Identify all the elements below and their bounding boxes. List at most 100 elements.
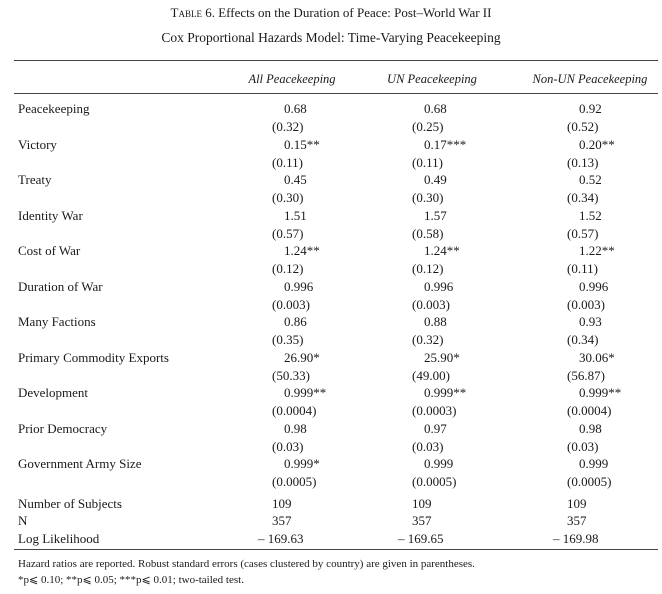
se-cell: (0.25) <box>412 119 444 134</box>
stat-cell: 357 <box>272 513 292 528</box>
se-cell: (0.13) <box>567 154 599 170</box>
coef-cell: 0.15** <box>284 136 320 152</box>
row-label: Duration of War <box>18 278 103 294</box>
coef-cell: 0.17*** <box>424 136 467 152</box>
stat-cell: 357 <box>412 513 432 528</box>
row-label: Prior Democracy <box>18 420 108 436</box>
se-cell: (0.32) <box>272 119 304 134</box>
coef-cell: 0.68 <box>284 101 307 116</box>
coef-cell: 0.98 <box>579 420 602 436</box>
column-header-un: UN Peacekeeping <box>387 72 477 86</box>
coef-cell: 0.999** <box>579 385 622 400</box>
row-label: Cost of War <box>18 243 81 258</box>
coef-cell: 0.45 <box>284 172 307 187</box>
coef-cell: 0.996 <box>284 278 314 294</box>
se-cell: (49.00) <box>412 367 450 383</box>
stat-cell: – 169.63 <box>258 530 304 546</box>
se-cell: (0.0004) <box>567 403 612 418</box>
coef-cell: 0.20** <box>579 136 615 152</box>
row-label: Treaty <box>18 172 52 187</box>
se-cell: (0.0005) <box>412 474 457 489</box>
stat-cell: 109 <box>412 495 432 511</box>
coef-cell: 30.06* <box>579 349 615 365</box>
row-label: Peacekeeping <box>18 101 90 116</box>
se-cell: (0.03) <box>567 438 599 454</box>
top-rule <box>14 60 658 61</box>
stat-cell: 109 <box>567 495 587 511</box>
coef-cell: 1.57 <box>424 207 447 223</box>
stat-cell: – 169.98 <box>553 530 599 546</box>
table-title-text: Effects on the Duration of Peace: Post–W… <box>218 5 492 20</box>
coef-cell: 25.90* <box>424 349 460 365</box>
se-cell: (0.11) <box>412 154 443 170</box>
se-cell: (0.003) <box>412 296 450 312</box>
stat-cell: – 169.65 <box>398 530 444 546</box>
se-cell: (0.32) <box>412 332 444 347</box>
coef-cell: 0.52 <box>579 172 602 187</box>
coef-cell: 0.97 <box>424 420 447 436</box>
table-notes: Hazard ratios are reported. Robust stand… <box>18 556 648 588</box>
se-cell: (0.0005) <box>272 474 317 489</box>
coef-cell: 0.999 <box>424 456 454 471</box>
coef-cell: 0.88 <box>424 314 447 329</box>
se-cell: (0.11) <box>567 261 598 276</box>
coef-cell: 0.93 <box>579 314 602 329</box>
coef-cell: 1.22** <box>579 243 615 258</box>
row-label: Many Factions <box>18 314 96 329</box>
se-cell: (0.0004) <box>272 403 317 418</box>
se-cell: (0.57) <box>567 225 599 241</box>
coef-cell: 0.999** <box>424 385 467 400</box>
se-cell: (0.30) <box>272 190 304 205</box>
se-cell: (56.87) <box>567 367 605 383</box>
column-header-non-un: Non-UN Peacekeeping <box>532 72 648 86</box>
stat-cell: 357 <box>567 513 587 528</box>
se-cell: (0.003) <box>567 296 605 312</box>
se-cell: (0.12) <box>412 261 444 276</box>
table-subtitle: Cox Proportional Hazards Model: Time-Var… <box>161 30 501 45</box>
row-label: Victory <box>18 136 57 152</box>
coef-cell: 1.24** <box>424 243 460 258</box>
row-label: Government Army Size <box>18 456 142 471</box>
coef-cell: 0.996 <box>579 278 609 294</box>
coef-cell: 0.999** <box>284 385 327 400</box>
stat-label: Log Likelihood <box>18 530 100 546</box>
note-line: Hazard ratios are reported. Robust stand… <box>18 558 475 570</box>
table-label: Table 6. <box>170 5 215 20</box>
row-label: Primary Commodity Exports <box>18 349 169 365</box>
significance-note: *p⩽ 0.10; **p⩽ 0.05; ***p⩽ 0.01; two-tai… <box>18 574 244 586</box>
stat-label: N <box>18 513 28 528</box>
se-cell: (0.34) <box>567 332 599 347</box>
coef-cell: 0.996 <box>424 278 454 294</box>
header-rule <box>14 93 658 94</box>
coef-cell: 0.98 <box>284 420 307 436</box>
se-cell: (0.34) <box>567 190 599 205</box>
coef-cell: 0.86 <box>284 314 307 329</box>
se-cell: (0.52) <box>567 119 599 134</box>
coef-cell: 1.51 <box>284 207 307 223</box>
coef-cell: 0.49 <box>424 172 447 187</box>
se-cell: (0.30) <box>412 190 444 205</box>
se-cell: (0.0005) <box>567 474 612 489</box>
coef-cell: 0.999* <box>284 456 320 471</box>
coef-cell: 26.90* <box>284 349 320 365</box>
column-header-all: All Peacekeeping <box>248 72 336 86</box>
bottom-rule <box>14 549 658 550</box>
se-cell: (50.33) <box>272 367 310 383</box>
stat-label: Number of Subjects <box>18 495 122 511</box>
row-label: Development <box>18 385 89 400</box>
coef-cell: 0.999 <box>579 456 609 471</box>
coef-cell: 1.52 <box>579 207 602 223</box>
se-cell: (0.11) <box>272 154 303 170</box>
se-cell: (0.003) <box>272 296 310 312</box>
se-cell: (0.58) <box>412 225 444 241</box>
se-cell: (0.03) <box>272 438 304 454</box>
stat-cell: 109 <box>272 495 292 511</box>
se-cell: (0.57) <box>272 225 304 241</box>
coef-cell: 0.92 <box>579 101 602 116</box>
se-cell: (0.35) <box>272 332 304 347</box>
table-title: Table 6. Effects on the Duration of Peac… <box>0 5 662 21</box>
se-cell: (0.0003) <box>412 403 457 418</box>
coef-cell: 1.24** <box>284 243 320 258</box>
coef-cell: 0.68 <box>424 101 447 116</box>
row-label: Identity War <box>18 207 83 223</box>
